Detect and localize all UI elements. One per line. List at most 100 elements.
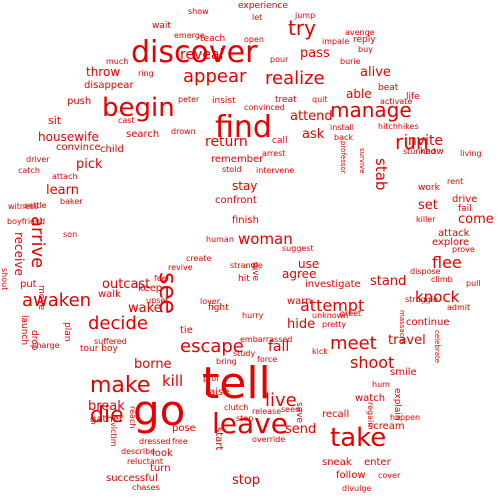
word-force: force bbox=[257, 355, 278, 364]
word-take: take bbox=[330, 423, 387, 453]
word-wake: wake bbox=[128, 301, 162, 316]
word-disappear: disappear bbox=[84, 80, 134, 91]
word-fall: fall bbox=[268, 339, 290, 355]
word-follow: follow bbox=[336, 470, 366, 481]
word-meet: meet bbox=[330, 333, 377, 354]
word-avenge: avenge bbox=[345, 28, 375, 37]
word-reluctant: reluctant bbox=[127, 457, 163, 466]
word-live: live bbox=[265, 390, 297, 411]
word-climb: climb bbox=[431, 275, 453, 284]
word-intervene: intervene bbox=[256, 166, 295, 175]
word-break: break bbox=[88, 399, 125, 414]
word-stop: stop bbox=[232, 473, 261, 488]
word-suffered: suffered bbox=[94, 337, 127, 346]
word-look: look bbox=[152, 448, 173, 459]
word-celebrate: celebrate bbox=[433, 330, 441, 364]
word-driver: driver bbox=[26, 155, 50, 164]
word-hurry: hurry bbox=[242, 311, 264, 320]
word-successful: successful bbox=[106, 473, 158, 484]
word-raise: raise bbox=[205, 387, 230, 398]
word-continue: continue bbox=[406, 317, 450, 328]
word-professor: professor bbox=[339, 141, 347, 174]
word-drive: drive bbox=[452, 194, 478, 205]
word-quit: quit bbox=[312, 95, 328, 104]
word-create: create bbox=[186, 254, 212, 263]
word-stay: stay bbox=[232, 179, 258, 193]
word-unknown: unknown bbox=[312, 311, 349, 320]
word-enter: enter bbox=[364, 457, 391, 468]
word-agree: agree bbox=[282, 267, 317, 281]
word-prove: prove bbox=[452, 245, 475, 254]
word-human: human bbox=[206, 235, 234, 244]
word-boyfriend: boyfriend bbox=[7, 217, 46, 226]
word-hit: hit bbox=[238, 274, 250, 284]
word-attempt: attempt bbox=[300, 296, 365, 315]
word-beat: beat bbox=[378, 83, 399, 93]
word-show: show bbox=[188, 7, 209, 16]
word-go: go bbox=[133, 386, 186, 435]
word-pick: pick bbox=[76, 157, 103, 172]
word-tell: tell bbox=[202, 358, 271, 409]
word-invite: invite bbox=[404, 133, 444, 149]
word-divulge: divulge bbox=[342, 484, 372, 493]
word-survive: survive bbox=[358, 148, 366, 174]
word-reply: reply bbox=[353, 35, 376, 45]
word-scream: scream bbox=[368, 421, 405, 432]
word-peter: peter bbox=[178, 95, 200, 104]
word-fail: fail bbox=[458, 204, 472, 214]
word-know: know bbox=[420, 147, 444, 157]
word-flee: flee bbox=[432, 253, 462, 272]
word-learn: learn bbox=[46, 183, 79, 198]
word-let: let bbox=[252, 13, 263, 22]
word-teach: teach bbox=[200, 34, 226, 44]
word-baker: baker bbox=[60, 197, 83, 206]
word-leave: leave bbox=[212, 407, 288, 440]
word-travel: travel bbox=[388, 333, 426, 348]
word-tour-boy: tour boy bbox=[80, 344, 118, 354]
word-smile: smile bbox=[390, 367, 417, 378]
word-attack: attack bbox=[438, 228, 470, 239]
word-buy: buy bbox=[358, 45, 373, 54]
word-hitchhikes: hitchhikes bbox=[378, 122, 419, 131]
word-move: move bbox=[36, 285, 46, 311]
word-victim: victim bbox=[109, 422, 118, 447]
word-set: set bbox=[418, 198, 438, 213]
word-son: son bbox=[63, 230, 78, 239]
word-burie: burie bbox=[340, 57, 361, 66]
word-cover: cover bbox=[378, 471, 401, 480]
word-hide: hide bbox=[287, 317, 316, 332]
word-find: find bbox=[215, 110, 272, 145]
word-try: try bbox=[288, 16, 316, 40]
word-study: study bbox=[233, 349, 256, 358]
word-turn: turn bbox=[150, 463, 171, 474]
word-manage: manage bbox=[330, 98, 412, 122]
word-attach: attach bbox=[52, 172, 78, 181]
word-finish: finish bbox=[232, 215, 259, 226]
word-clutch: clutch bbox=[224, 403, 249, 412]
word-watch: watch bbox=[355, 393, 386, 404]
word-borne: borne bbox=[134, 357, 172, 372]
word-seem: seem bbox=[281, 405, 303, 414]
word-confront: confront bbox=[215, 195, 257, 206]
word-receive: receive bbox=[12, 232, 26, 276]
word-step: step bbox=[236, 414, 254, 423]
word-much: much bbox=[106, 57, 129, 66]
word-rent: rent bbox=[447, 177, 464, 186]
word-arrest: arrest bbox=[262, 149, 286, 158]
word-activate: activate bbox=[380, 97, 413, 106]
word-keep: keep bbox=[138, 283, 163, 294]
word-stold: stold bbox=[222, 165, 242, 174]
word-pretty: pretty bbox=[322, 320, 347, 329]
word-override: override bbox=[252, 435, 286, 444]
word-appear: appear bbox=[183, 66, 247, 87]
word-housewife: housewife bbox=[38, 130, 99, 144]
word-woman: woman bbox=[238, 230, 293, 248]
word-life: life bbox=[406, 92, 420, 102]
word-decide: decide bbox=[88, 313, 148, 334]
word-gather: gather bbox=[90, 414, 123, 425]
word-happen: happen bbox=[390, 413, 421, 422]
word-make: make bbox=[90, 373, 151, 398]
word-dispose: dispose bbox=[410, 267, 441, 276]
word-sneak: sneak bbox=[322, 457, 352, 468]
